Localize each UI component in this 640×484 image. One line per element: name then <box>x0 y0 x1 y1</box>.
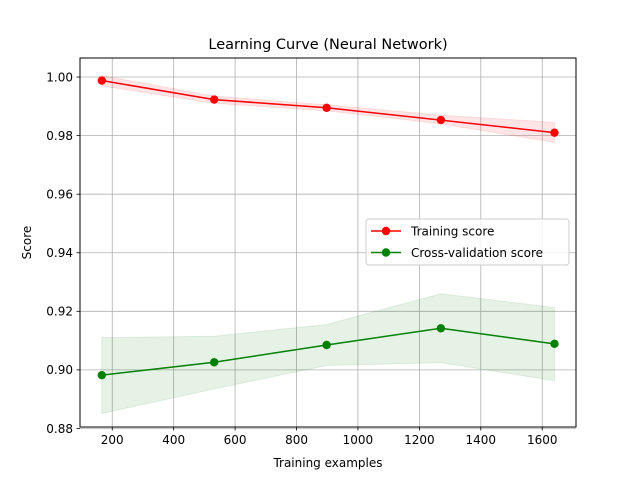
data-point-1 <box>550 339 559 349</box>
y-tick-label: 0.98 <box>46 129 73 143</box>
data-point-0 <box>322 103 331 112</box>
x-tick-label: 400 <box>162 433 185 447</box>
x-tick-label: 200 <box>101 433 124 447</box>
legend-box <box>365 218 570 266</box>
y-tick-label: 1.00 <box>46 70 73 84</box>
y-axis-label: Score <box>20 226 34 260</box>
data-point-1 <box>436 324 446 333</box>
y-tick-label: 0.96 <box>46 187 73 201</box>
axis-ticks: 200 400 600 800 1000 1200 1400 1600 0.88 0.90 0.92… <box>46 70 557 447</box>
data-point-0 <box>436 115 446 125</box>
plot-frame <box>79 57 577 428</box>
x-axis-label: Training examples <box>272 456 382 470</box>
chart-title: Learning Curve (Neural Network) <box>208 37 447 53</box>
legend-label: Training score <box>410 224 494 238</box>
data-point-1 <box>97 370 107 380</box>
legend: Training score Cross-validation score <box>365 218 570 266</box>
confidence-band-1 <box>101 293 556 415</box>
data-point-0 <box>97 76 107 85</box>
x-tick-label: 1000 <box>343 433 374 447</box>
y-tick-label: 0.92 <box>46 305 73 319</box>
x-tick-label: 1400 <box>466 433 497 447</box>
legend-label: Cross-validation score <box>411 246 543 260</box>
legend-marker <box>381 248 391 257</box>
legend-marker <box>381 226 391 236</box>
x-tick-label: 1600 <box>527 433 558 447</box>
x-tick-label: 800 <box>285 433 308 447</box>
x-tick-label: 1200 <box>404 433 435 447</box>
y-tick-label: 0.94 <box>46 246 73 260</box>
data-point-0 <box>550 128 559 137</box>
data-point-1 <box>322 340 331 350</box>
y-tick-label: 0.90 <box>46 363 73 377</box>
data-point-0 <box>210 95 219 104</box>
data-point-1 <box>210 358 219 367</box>
x-tick-label: 600 <box>224 433 247 447</box>
grid-lines <box>80 58 576 429</box>
y-tick-label: 0.88 <box>46 422 73 436</box>
series-markers <box>97 76 559 380</box>
